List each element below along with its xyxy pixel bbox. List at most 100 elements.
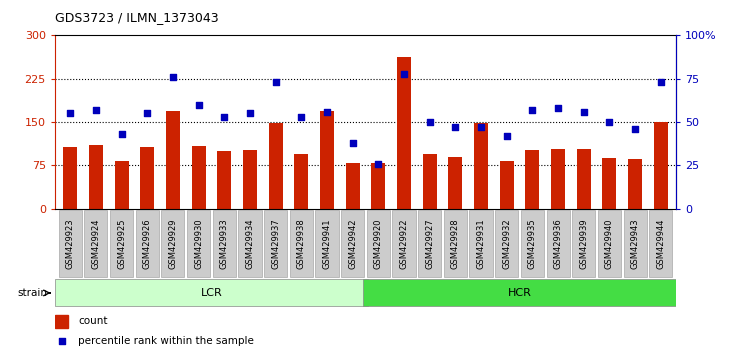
Point [193, 102, 205, 108]
Text: GSM429936: GSM429936 [553, 218, 563, 269]
Point [501, 133, 512, 139]
Bar [367, 210, 390, 277]
Bar [602, 158, 616, 209]
Point [219, 114, 230, 120]
Text: LCR: LCR [200, 288, 222, 298]
Text: GSM429937: GSM429937 [271, 218, 280, 269]
Bar [289, 210, 313, 277]
Text: GSM429924: GSM429924 [91, 218, 100, 269]
Point [56, 338, 67, 343]
Bar [495, 210, 518, 277]
Text: GSM429926: GSM429926 [143, 218, 152, 269]
Text: GSM429925: GSM429925 [117, 218, 126, 269]
Bar [84, 210, 107, 277]
Text: GSM429943: GSM429943 [631, 218, 640, 269]
Text: GSM429929: GSM429929 [168, 218, 178, 269]
Point [655, 79, 667, 85]
FancyBboxPatch shape [55, 279, 368, 307]
Text: GSM429944: GSM429944 [656, 218, 665, 269]
Bar [418, 210, 442, 277]
Point [398, 71, 410, 76]
Bar [264, 210, 287, 277]
Point [578, 109, 590, 115]
Text: GDS3723 / ILMN_1373043: GDS3723 / ILMN_1373043 [55, 11, 219, 24]
Bar [217, 151, 231, 209]
Point [321, 109, 333, 115]
Bar [136, 210, 159, 277]
Text: percentile rank within the sample: percentile rank within the sample [78, 336, 254, 346]
Bar [598, 210, 621, 277]
Bar [187, 210, 210, 277]
Point [141, 110, 153, 116]
Bar [55, 315, 69, 327]
Point [295, 114, 307, 120]
Point [629, 126, 641, 132]
Bar [162, 210, 184, 277]
Bar [238, 210, 262, 277]
Bar [628, 159, 642, 209]
Point [604, 119, 616, 125]
Text: GSM429923: GSM429923 [66, 218, 75, 269]
Bar [526, 150, 539, 209]
Bar [346, 162, 360, 209]
Bar [469, 210, 493, 277]
Text: strain: strain [17, 288, 47, 298]
Bar [444, 210, 467, 277]
Text: GSM429933: GSM429933 [220, 218, 229, 269]
Bar [140, 147, 154, 209]
Bar [63, 147, 77, 209]
Text: GSM429930: GSM429930 [194, 218, 203, 269]
Bar [110, 210, 133, 277]
Point [475, 125, 487, 130]
Text: GSM429927: GSM429927 [425, 218, 434, 269]
Text: GSM429939: GSM429939 [579, 218, 588, 269]
Bar [393, 210, 415, 277]
Bar [58, 210, 82, 277]
Text: GSM429940: GSM429940 [605, 218, 614, 269]
Text: GSM429928: GSM429928 [451, 218, 460, 269]
Bar [115, 161, 129, 209]
Point [64, 110, 76, 116]
Bar [320, 110, 334, 209]
Text: GSM429934: GSM429934 [246, 218, 254, 269]
Bar [341, 210, 364, 277]
Bar [423, 154, 436, 209]
Point [373, 161, 385, 167]
Bar [166, 110, 180, 209]
Point [552, 105, 564, 111]
Text: count: count [78, 316, 108, 326]
Text: GSM429931: GSM429931 [477, 218, 485, 269]
Point [526, 107, 538, 113]
Bar [474, 123, 488, 209]
Bar [89, 145, 103, 209]
Point [346, 140, 358, 146]
Bar [551, 149, 565, 209]
Bar [577, 149, 591, 209]
Bar [295, 154, 308, 209]
Text: GSM429920: GSM429920 [374, 218, 383, 269]
FancyBboxPatch shape [363, 279, 676, 307]
Bar [192, 147, 205, 209]
Text: GSM429942: GSM429942 [348, 218, 357, 269]
Bar [654, 122, 668, 209]
Bar [371, 162, 385, 209]
Bar [547, 210, 569, 277]
Bar [268, 123, 283, 209]
Point [270, 79, 281, 85]
Bar [213, 210, 236, 277]
Bar [520, 210, 544, 277]
Text: GSM429935: GSM429935 [528, 218, 537, 269]
Bar [397, 57, 411, 209]
Point [450, 125, 461, 130]
Text: GSM429932: GSM429932 [502, 218, 511, 269]
Text: HCR: HCR [507, 288, 531, 298]
Bar [316, 210, 338, 277]
Point [115, 131, 127, 137]
Point [167, 74, 179, 80]
Bar [624, 210, 647, 277]
Bar [448, 157, 463, 209]
Bar [500, 161, 514, 209]
Text: GSM429941: GSM429941 [322, 218, 331, 269]
Point [90, 107, 102, 113]
Point [424, 119, 436, 125]
